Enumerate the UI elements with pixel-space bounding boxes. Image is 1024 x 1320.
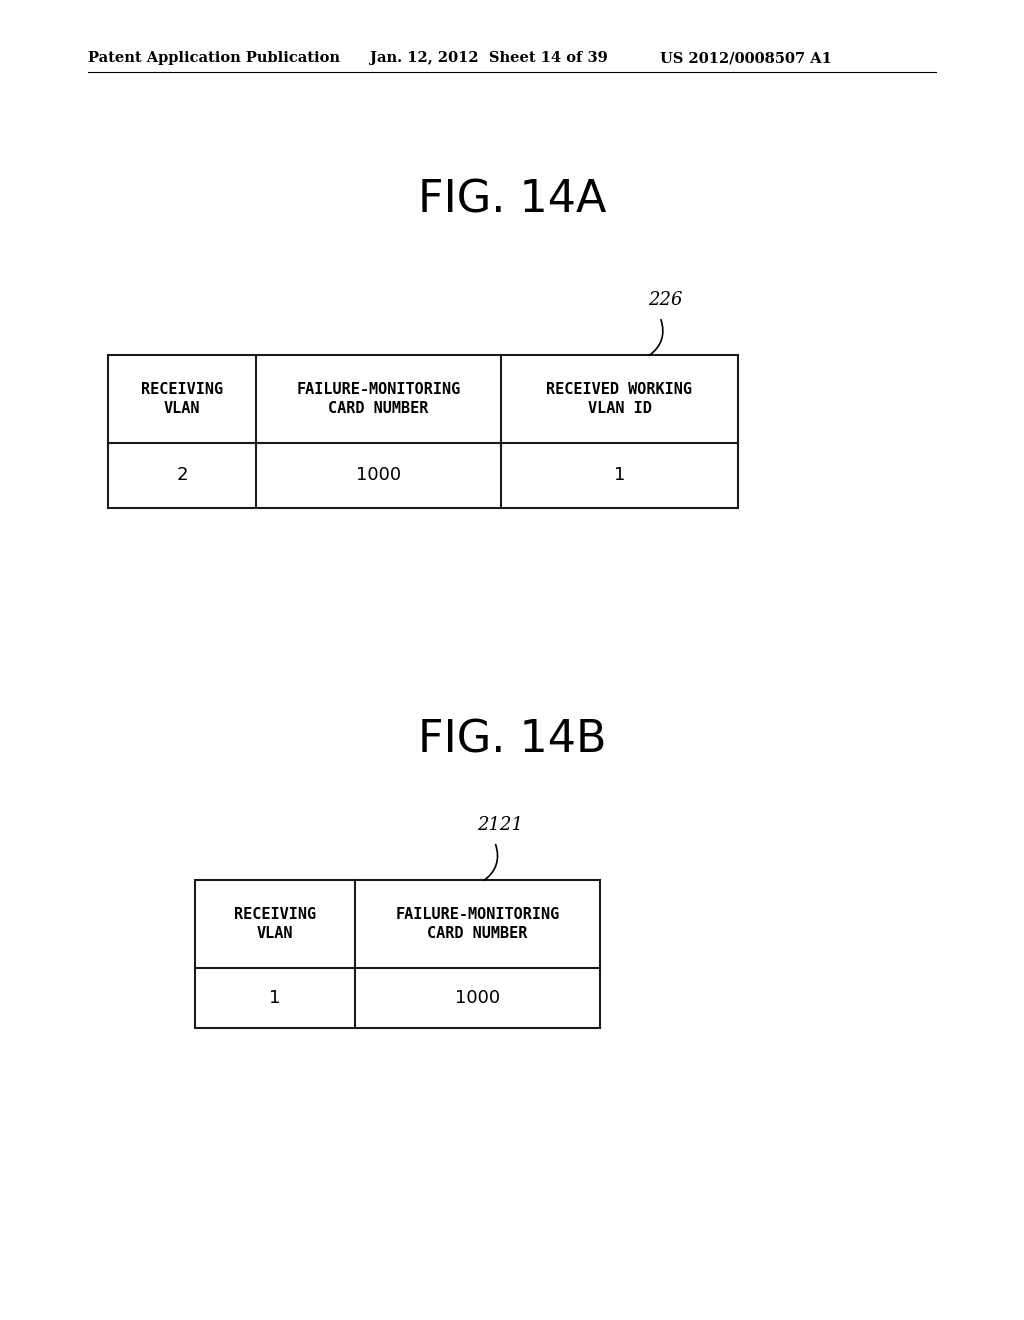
Bar bbox=[195, 880, 600, 1028]
Text: Jan. 12, 2012  Sheet 14 of 39: Jan. 12, 2012 Sheet 14 of 39 bbox=[370, 51, 608, 65]
Text: 1000: 1000 bbox=[455, 989, 500, 1007]
Text: 1: 1 bbox=[613, 466, 626, 484]
Text: Patent Application Publication: Patent Application Publication bbox=[88, 51, 340, 65]
Text: RECEIVED WORKING
VLAN ID: RECEIVED WORKING VLAN ID bbox=[547, 381, 692, 416]
Text: 2121: 2121 bbox=[477, 816, 522, 834]
Text: US 2012/0008507 A1: US 2012/0008507 A1 bbox=[660, 51, 831, 65]
Text: 1000: 1000 bbox=[356, 466, 401, 484]
Text: 2: 2 bbox=[176, 466, 187, 484]
Text: 226: 226 bbox=[648, 290, 682, 309]
Text: FAILURE-MONITORING
CARD NUMBER: FAILURE-MONITORING CARD NUMBER bbox=[395, 907, 560, 941]
Text: FAILURE-MONITORING
CARD NUMBER: FAILURE-MONITORING CARD NUMBER bbox=[296, 381, 461, 416]
Text: RECEIVING
VLAN: RECEIVING VLAN bbox=[233, 907, 316, 941]
Bar bbox=[108, 355, 738, 508]
Text: FIG. 14A: FIG. 14A bbox=[418, 178, 606, 222]
Text: FIG. 14B: FIG. 14B bbox=[418, 718, 606, 762]
Text: RECEIVING
VLAN: RECEIVING VLAN bbox=[141, 381, 223, 416]
Text: 1: 1 bbox=[269, 989, 281, 1007]
